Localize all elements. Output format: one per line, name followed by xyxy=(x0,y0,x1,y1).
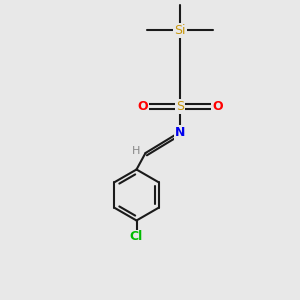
Text: O: O xyxy=(137,100,148,113)
Text: H: H xyxy=(132,146,140,156)
Text: N: N xyxy=(175,125,185,139)
Text: Cl: Cl xyxy=(130,230,143,244)
Text: S: S xyxy=(176,100,184,113)
Text: Si: Si xyxy=(174,23,186,37)
Text: O: O xyxy=(212,100,223,113)
